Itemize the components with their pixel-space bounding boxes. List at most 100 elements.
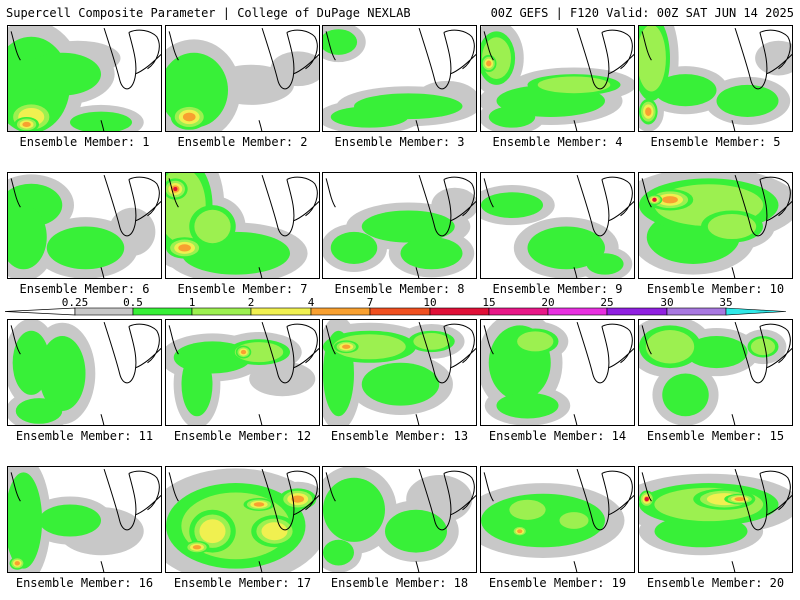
scp-contour-fill bbox=[652, 197, 657, 202]
colorbar-segment bbox=[666, 307, 727, 316]
ensemble-member-label: Ensemble Member: 5 bbox=[650, 135, 781, 149]
ensemble-member-map bbox=[480, 319, 635, 426]
colorbar-segment bbox=[310, 307, 371, 316]
coastline-outline bbox=[10, 27, 161, 131]
coastline-outline bbox=[168, 468, 319, 572]
ensemble-member-map bbox=[165, 466, 320, 573]
scp-contour-fill bbox=[330, 231, 378, 264]
scp-field-map bbox=[8, 26, 161, 131]
ensemble-member-map bbox=[322, 466, 477, 573]
scp-contour-fill bbox=[645, 107, 652, 116]
scp-contour-fill bbox=[323, 477, 385, 542]
scp-contour-fill bbox=[707, 213, 757, 240]
ensemble-member-label: Ensemble Member: 13 bbox=[330, 429, 469, 443]
scp-contour-fill bbox=[39, 336, 86, 411]
ensemble-member-map bbox=[322, 319, 477, 426]
scp-contour-fill bbox=[488, 106, 536, 128]
colorbar-high-end bbox=[725, 307, 787, 316]
scp-field-map bbox=[166, 468, 319, 572]
scp-field-map bbox=[166, 321, 319, 425]
coastline-outline bbox=[641, 174, 792, 278]
colorbar-segment bbox=[488, 307, 549, 316]
ensemble-member-label: Ensemble Member: 4 bbox=[492, 135, 623, 149]
scp-field-map bbox=[323, 26, 476, 131]
ensemble-member-label: Ensemble Member: 3 bbox=[334, 135, 465, 149]
colorbar-segment bbox=[132, 307, 193, 316]
ensemble-member-label: Ensemble Member: 16 bbox=[15, 576, 154, 590]
coastline-outline bbox=[325, 27, 476, 131]
scp-contour-fill bbox=[527, 226, 605, 270]
ensemble-member-label: Ensemble Member: 2 bbox=[177, 135, 308, 149]
scp-contour-fill bbox=[685, 336, 748, 369]
scp-contour-fill bbox=[734, 497, 746, 502]
ensemble-member-label: Ensemble Member: 6 bbox=[19, 282, 150, 296]
scp-contour-fill bbox=[323, 539, 354, 566]
scp-contour-fill bbox=[517, 529, 523, 534]
coastline-outline bbox=[168, 27, 319, 131]
scp-contour-fill bbox=[199, 519, 226, 544]
ensemble-member-label: Ensemble Member: 17 bbox=[173, 576, 312, 590]
scp-field-map bbox=[481, 26, 634, 131]
scp-contour-fill bbox=[182, 112, 196, 122]
colorbar-tick-label: 30 bbox=[660, 296, 674, 309]
scp-contour-fill bbox=[639, 26, 666, 92]
scp-field-map bbox=[639, 320, 792, 425]
scp-contour-fill bbox=[14, 561, 20, 566]
colorbar-tick-label: 15 bbox=[482, 296, 496, 309]
scp-contour-fill bbox=[496, 392, 559, 419]
ensemble-member-map bbox=[165, 172, 320, 279]
run-info: 00Z GEFS | F120 Valid: 00Z SAT JUN 14 20… bbox=[490, 6, 794, 20]
ensemble-member-label: Ensemble Member: 1 bbox=[19, 135, 150, 149]
ensemble-member-label: Ensemble Member: 18 bbox=[330, 576, 469, 590]
scp-contour-fill bbox=[400, 237, 463, 270]
scp-contour-fill bbox=[22, 121, 31, 127]
colorbar-tick-label: 2 bbox=[247, 296, 255, 309]
scp-field-map bbox=[166, 27, 319, 131]
colorbar-segment bbox=[74, 307, 134, 316]
scp-contour-fill bbox=[750, 338, 776, 356]
coastline-outline bbox=[641, 468, 792, 572]
scp-field-map bbox=[8, 467, 161, 572]
ensemble-member-label: Ensemble Member: 20 bbox=[646, 576, 785, 590]
scp-contour-fill bbox=[586, 253, 624, 275]
ensemble-member-map bbox=[7, 319, 162, 426]
ensemble-member-label: Ensemble Member: 8 bbox=[334, 282, 465, 296]
scp-contour-fill bbox=[261, 522, 288, 541]
scp-field-map bbox=[481, 320, 634, 425]
scp-contour-fill bbox=[361, 362, 440, 406]
ensemble-member-map bbox=[638, 319, 793, 426]
ensemble-member-label: Ensemble Member: 12 bbox=[173, 429, 312, 443]
scp-contour-fill bbox=[361, 210, 455, 243]
coastline-outline bbox=[641, 27, 792, 131]
coastline-outline bbox=[168, 174, 319, 278]
scp-contour-fill bbox=[240, 349, 247, 355]
colorbar-tick-label: 25 bbox=[600, 296, 614, 309]
colorbar-tick-label: 1 bbox=[188, 296, 196, 309]
scp-contour-fill bbox=[662, 373, 709, 417]
scp-contour-fill bbox=[486, 60, 492, 67]
scp-contour-fill bbox=[46, 226, 125, 270]
colorbar-tick-label: 35 bbox=[719, 296, 733, 309]
scp-field-map bbox=[8, 174, 161, 278]
ensemble-member-label: Ensemble Member: 7 bbox=[177, 282, 308, 296]
coastline-outline bbox=[483, 174, 634, 278]
scp-contour-fill bbox=[15, 398, 63, 424]
ensemble-member-label: Ensemble Member: 14 bbox=[488, 429, 627, 443]
colorbar-tick-label: 0.25 bbox=[61, 296, 89, 309]
scp-contour-fill bbox=[173, 187, 178, 192]
ensemble-member-map bbox=[638, 466, 793, 573]
scp-contour-fill bbox=[39, 504, 101, 537]
scp-field-map bbox=[166, 173, 319, 278]
coastline-outline bbox=[483, 27, 634, 131]
scp-contour-fill bbox=[385, 509, 447, 553]
ensemble-member-map bbox=[165, 319, 320, 426]
scp-contour-fill bbox=[333, 334, 406, 360]
scp-contour-fill bbox=[192, 545, 202, 550]
scp-contour-fill bbox=[323, 29, 358, 55]
scp-contour-fill bbox=[644, 497, 649, 502]
ensemble-member-map bbox=[480, 466, 635, 573]
ensemble-member-map bbox=[7, 172, 162, 279]
colorbar-tick-label: 7 bbox=[366, 296, 374, 309]
ensemble-member-map bbox=[7, 466, 162, 573]
ensemble-member-label: Ensemble Member: 10 bbox=[646, 282, 785, 296]
